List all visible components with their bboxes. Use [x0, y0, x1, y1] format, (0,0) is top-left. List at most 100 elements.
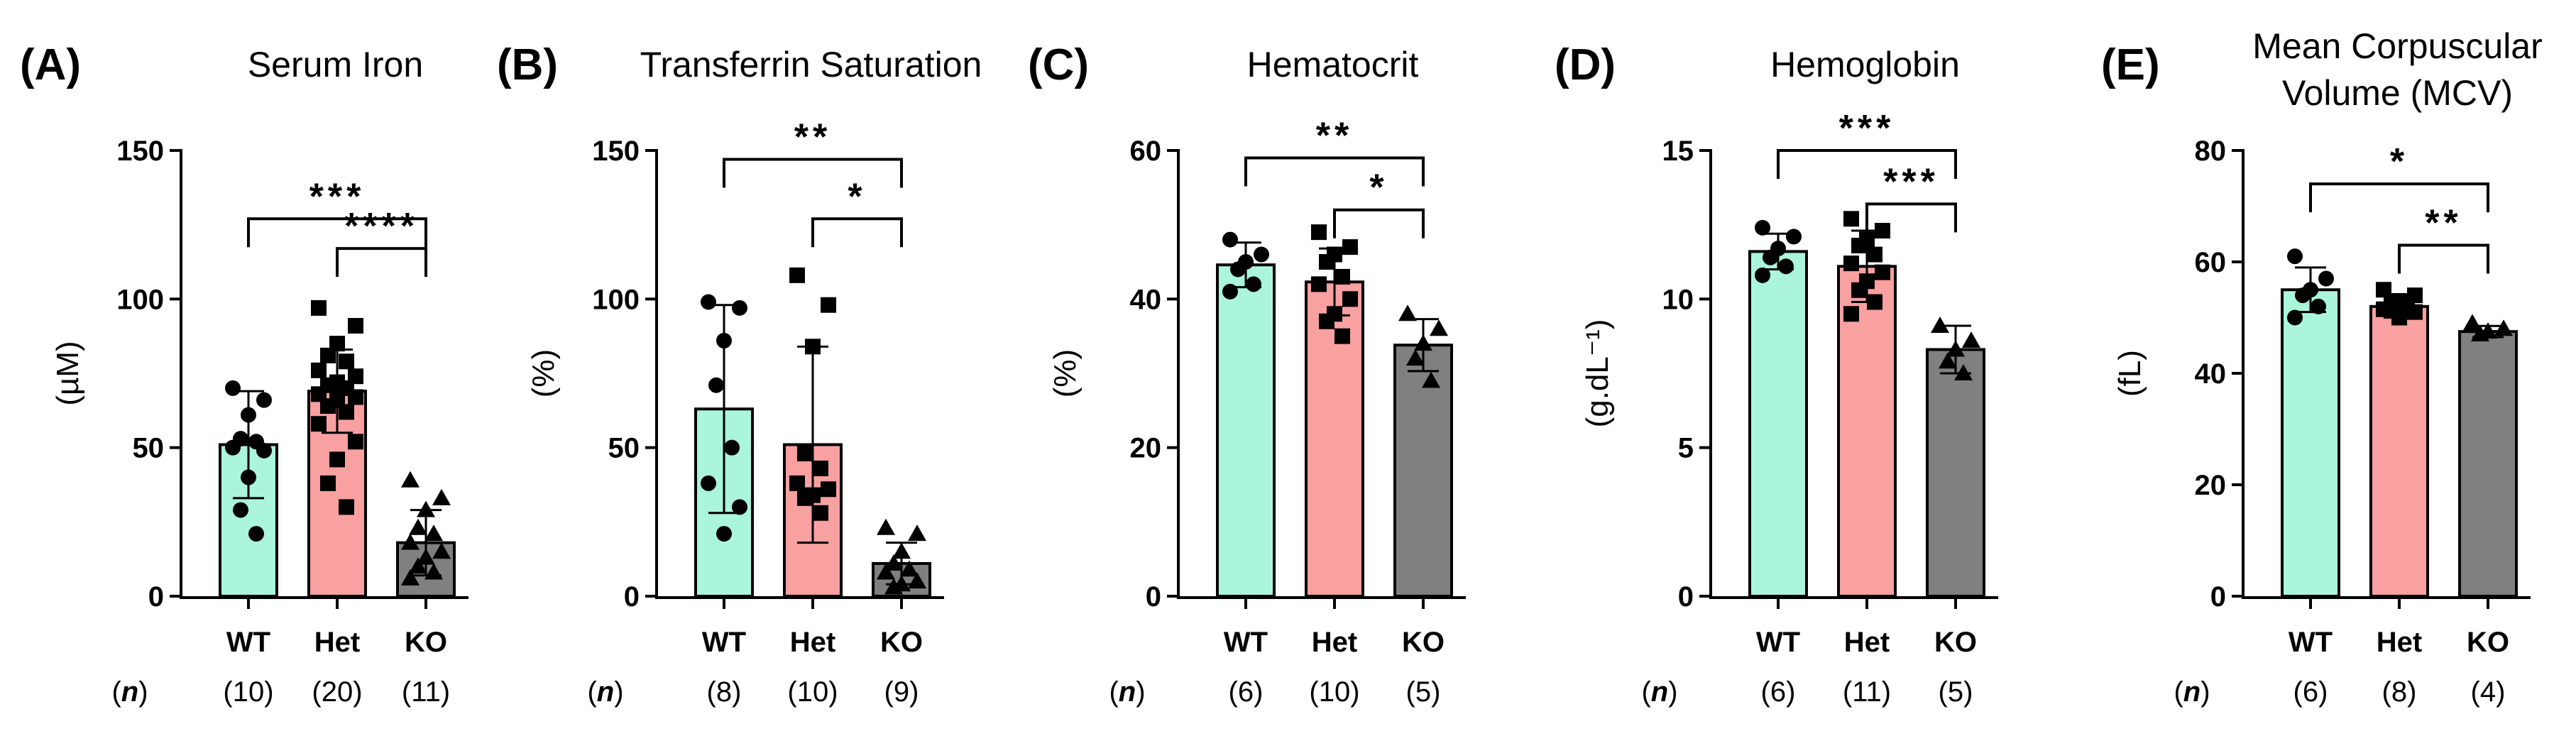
n-count-het: (8)	[2382, 676, 2417, 708]
data-point-ko	[1931, 317, 1949, 334]
data-point-ko	[401, 533, 420, 550]
data-point-het	[789, 267, 805, 283]
data-point-ko	[1946, 340, 1965, 357]
y-axis-label: (%)	[1048, 349, 1083, 397]
bar-wt	[1748, 250, 1808, 598]
data-point-het	[311, 362, 327, 378]
data-point-ko	[1962, 331, 1980, 348]
data-point-wt	[1786, 229, 1802, 245]
data-point-wt	[1246, 276, 1261, 292]
data-point-het	[348, 318, 363, 334]
y-tick-label: 50	[133, 433, 165, 464]
data-point-het	[1875, 264, 1890, 280]
significance-bracket-1	[2309, 182, 2489, 213]
significance-label-2: ****	[344, 206, 419, 247]
n-row-label: (n)	[587, 676, 623, 708]
chart-panel-2: (B) Transferrin Saturation (%) 0 50 100 150 WT (…	[497, 40, 982, 708]
y-tick-label: 60	[2195, 247, 2227, 278]
category-label-ko: KO	[880, 627, 923, 658]
significance-bracket-2	[1333, 208, 1425, 238]
data-point-wt	[716, 332, 732, 348]
data-point-het	[339, 353, 354, 370]
data-point-wt	[248, 526, 264, 542]
data-point-ko	[1398, 304, 1417, 322]
data-point-het	[329, 336, 345, 352]
data-point-het	[1867, 294, 1882, 310]
data-point-het	[797, 490, 813, 506]
data-point-het	[821, 297, 836, 313]
data-point-wt	[1254, 246, 1269, 263]
significance-label-2: **	[2425, 202, 2462, 243]
n-count-ko: (11)	[402, 676, 450, 708]
data-point-ko	[409, 518, 427, 535]
data-point-wt	[1755, 267, 1770, 283]
data-point-ko	[1430, 319, 1448, 336]
category-label-ko: KO	[405, 627, 447, 658]
n-row-label: (n)	[1641, 676, 1677, 708]
data-point-het	[2391, 309, 2407, 326]
y-axis-label: (g.dL⁻¹)	[1580, 319, 1615, 428]
significance-bracket-2	[336, 247, 427, 278]
n-row-label: (n)	[111, 676, 148, 708]
data-point-ko	[2471, 325, 2489, 342]
data-point-het	[789, 475, 805, 491]
chart-panel-5: (E) Mean Corpuscular Volume (MCV) (fL) 0 20 40…	[2101, 26, 2543, 708]
data-point-ko	[432, 542, 451, 559]
data-point-wt	[1755, 219, 1770, 236]
data-point-het	[311, 416, 327, 432]
data-point-wt	[732, 300, 747, 316]
data-point-het	[1867, 246, 1882, 263]
n-count-ko: (5)	[1939, 676, 1973, 708]
significance-label-1: ***	[1839, 108, 1895, 149]
data-point-ko	[424, 524, 443, 542]
data-point-wt	[1763, 249, 1778, 265]
panel-label: (B)	[497, 40, 558, 89]
y-tick-label: 80	[2195, 136, 2227, 167]
category-label-het: Het	[314, 627, 360, 658]
y-tick-label: 0	[2210, 581, 2226, 613]
significance-label-2: *	[848, 176, 866, 217]
n-count-wt: (6)	[1761, 676, 1796, 708]
n-count-het: (20)	[312, 676, 362, 708]
data-point-het	[320, 475, 336, 491]
data-point-het	[311, 300, 327, 316]
category-label-het: Het	[2377, 627, 2422, 658]
data-point-wt	[1222, 231, 1238, 248]
category-label-wt: WT	[1224, 627, 1268, 658]
data-point-ko	[2463, 314, 2482, 331]
data-point-wt	[1778, 258, 1794, 275]
data-point-ko	[908, 572, 926, 589]
data-point-wt	[1230, 261, 1246, 278]
significance-label-1: **	[1316, 115, 1353, 156]
category-label-wt: WT	[2289, 627, 2333, 658]
y-tick-label: 0	[148, 581, 164, 613]
data-point-ko	[417, 500, 435, 517]
data-point-het	[797, 446, 813, 462]
data-point-ko	[1939, 352, 1957, 369]
data-point-het	[329, 451, 345, 468]
data-point-het	[1319, 254, 1334, 270]
data-point-het	[1843, 306, 1859, 322]
n-row-label: (n)	[1109, 676, 1145, 708]
data-point-wt	[241, 407, 256, 423]
data-point-het	[339, 404, 354, 420]
n-row-label: (n)	[2174, 676, 2210, 708]
significance-bracket-1	[723, 158, 903, 188]
y-axis-label: (µM)	[50, 341, 85, 405]
n-count-het: (10)	[787, 676, 838, 708]
category-label-wt: WT	[226, 627, 270, 658]
bar-ko	[1393, 344, 1453, 598]
panel-label: (A)	[20, 40, 81, 89]
significance-label-2: *	[1369, 167, 1388, 209]
data-point-ko	[877, 518, 895, 535]
data-point-ko	[1414, 334, 1432, 351]
data-point-het	[1843, 256, 1859, 272]
data-point-het	[1334, 328, 1350, 344]
data-point-het	[1311, 224, 1327, 241]
n-count-wt: (8)	[707, 676, 742, 708]
y-axis-label: (%)	[526, 349, 561, 397]
data-point-wt	[2287, 248, 2303, 265]
n-count-wt: (10)	[223, 676, 273, 708]
category-label-het: Het	[1844, 627, 1890, 658]
significance-label-1: **	[794, 117, 831, 158]
